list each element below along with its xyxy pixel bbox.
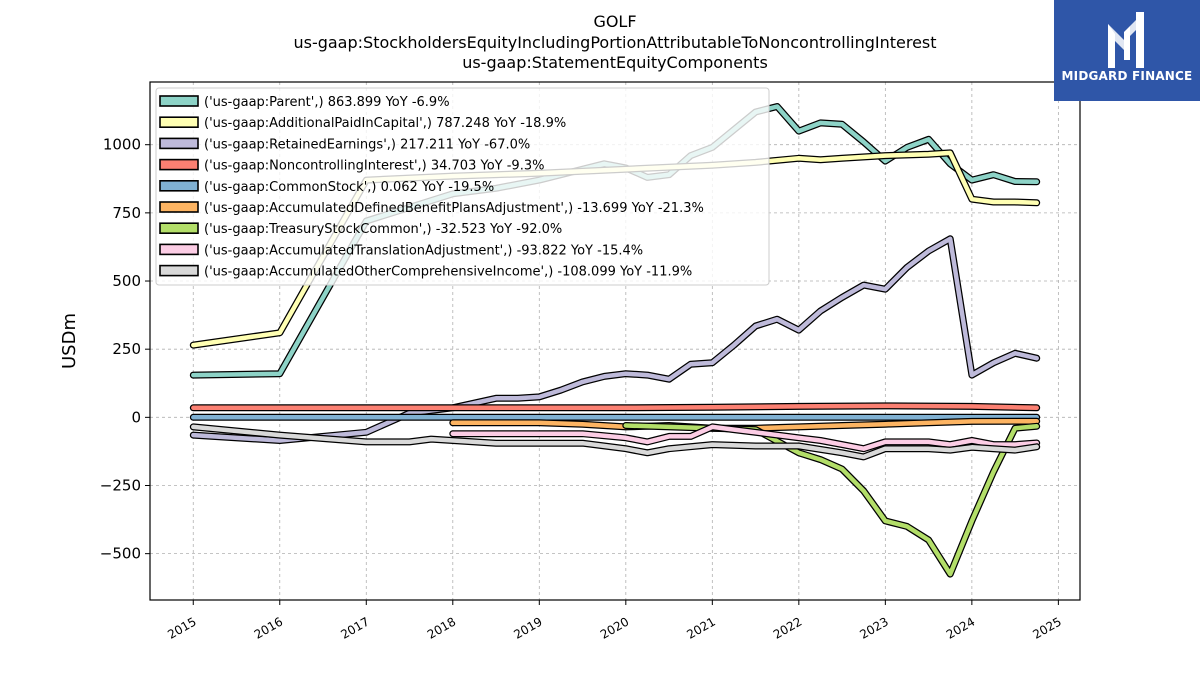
series-line-8 [189,423,1041,461]
x-tick-label: 2015 [165,614,198,641]
x-tick-label: 2016 [252,614,285,641]
legend-swatch [159,158,199,171]
legend-entry-label: ('us-gaap:Parent',) 863.899 YoY -6.9% [204,95,450,110]
x-tick-label: 2021 [684,614,717,641]
x-tick-label: 2017 [338,614,371,641]
y-tick-label: 500 [112,272,141,290]
x-tick-label: 2023 [857,614,890,641]
y-tick-label: 250 [112,340,141,358]
chart-title: GOLF [593,12,636,31]
x-tick-label: 2019 [511,614,544,641]
y-tick-label: 0 [131,408,141,426]
y-tick-label: 750 [112,204,141,222]
x-tick-label: 2024 [944,614,977,641]
legend-entry-label: ('us-gaap:TreasuryStockCommon',) -32.523… [204,222,562,237]
legend-swatch [159,180,199,192]
x-axis: 2015 2016 2017 2018 2019 2020 2021 2022 2023 2024… [165,600,1064,642]
y-tick-label: 1000 [103,136,141,154]
chart-subtitle-concept: us-gaap:StockholdersEquityIncludingPorti… [293,33,936,52]
legend-entry-label: ('us-gaap:AccumulatedOtherComprehensiveI… [204,265,692,280]
chart-title-block: GOLF us-gaap:StockholdersEquityIncluding… [293,12,936,72]
legend-swatch [159,137,199,150]
midgard-logo-mark-icon [1108,12,1144,68]
plot-area-frame [149,81,1081,601]
legend-entry-label: ('us-gaap:RetainedEarnings',) 217.211 Yo… [204,137,530,152]
legend-box [155,87,770,286]
legend: ('us-gaap:Parent',) 863.899 YoY -6.9% ('u… [155,87,770,286]
legend-entry-label: ('us-gaap:AdditionalPaidInCapital',) 787… [204,116,566,131]
y-axis-label: USDm [59,313,80,369]
x-tick-label: 2018 [425,614,458,641]
x-tick-label: 2025 [1030,614,1063,641]
x-tick-label: 2020 [598,614,631,641]
legend-entry-label: ('us-gaap:CommonStock',) 0.062 YoY -19.5… [204,180,494,195]
series-line-2 [189,235,1041,444]
series-line-7 [449,423,1041,453]
series-line-3 [189,402,1041,412]
logo-wordmark: MIDGARD FINANCE [1061,69,1193,83]
x-tick-label: 2022 [771,614,804,641]
legend-entry-label: ('us-gaap:AccumulatedTranslationAdjustme… [204,243,643,258]
legend-swatch [159,264,199,277]
legend-swatch [159,95,199,107]
legend-swatch [159,243,199,256]
y-tick-label: −500 [100,545,141,563]
legend-swatch [159,201,199,213]
legend-swatch [159,222,199,234]
legend-entry-label: ('us-gaap:NoncontrollingInterest',) 34.7… [204,159,544,174]
legend-entry-label: ('us-gaap:AccumulatedDefinedBenefitPlans… [204,201,704,216]
chart-subtitle-components: us-gaap:StatementEquityComponents [462,53,768,72]
y-tick-label: −250 [100,476,141,494]
legend-swatch [159,116,199,128]
y-axis: −500 −250 0 250 500 750 1000 [100,136,150,563]
midgard-finance-logo: MIDGARD FINANCE [1054,0,1200,101]
